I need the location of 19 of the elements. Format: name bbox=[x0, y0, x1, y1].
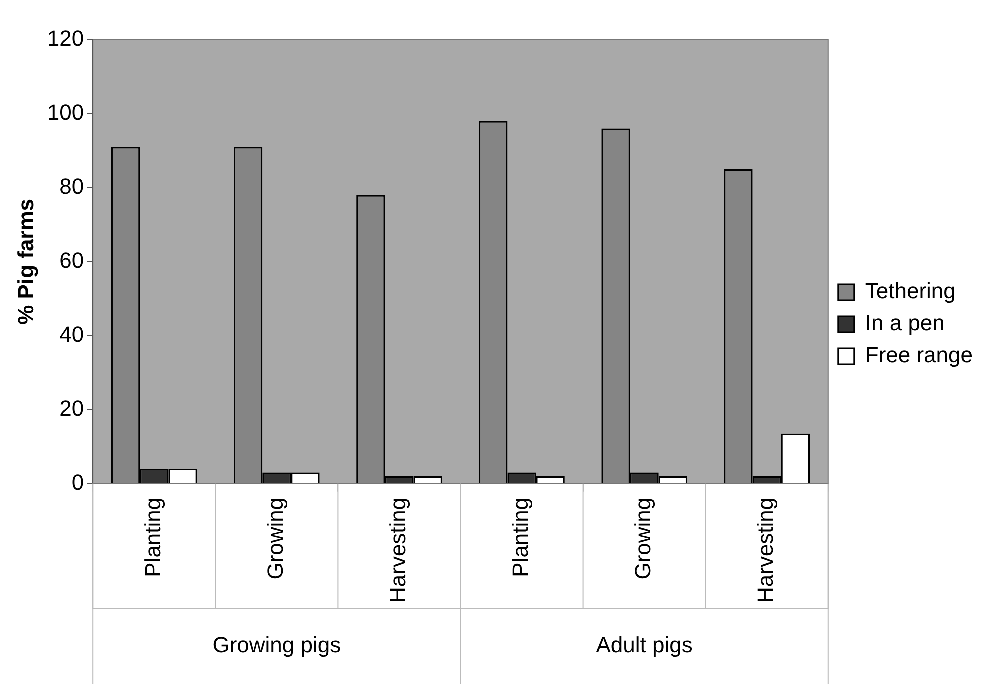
x-tick-label: Planting bbox=[140, 498, 166, 578]
y-tick-label: 120 bbox=[47, 26, 84, 52]
x-tick-label: Growing bbox=[262, 498, 288, 580]
x-tick-label: Harvesting bbox=[386, 498, 411, 603]
text: Growing pigs bbox=[212, 632, 342, 658]
x-tick-label: Planting bbox=[508, 498, 534, 578]
legend-label: In a pen bbox=[865, 310, 945, 336]
y-tick-label: 40 bbox=[60, 322, 84, 347]
y-tick-label: 20 bbox=[60, 396, 84, 421]
x-tick-label: Growing bbox=[630, 498, 656, 580]
legend-label: Tethering bbox=[865, 278, 956, 304]
legend-label: Free range bbox=[865, 342, 974, 368]
y-tick-label: 0 bbox=[72, 470, 84, 495]
y-tick-label: 100 bbox=[47, 100, 84, 126]
text: Adult pigs bbox=[596, 632, 693, 658]
y-tick-label: 60 bbox=[60, 248, 84, 273]
y-tick-label: 80 bbox=[60, 174, 84, 200]
x-tick-label: Harvesting bbox=[753, 498, 778, 603]
y-axis-title: % Pig farms bbox=[13, 198, 38, 325]
